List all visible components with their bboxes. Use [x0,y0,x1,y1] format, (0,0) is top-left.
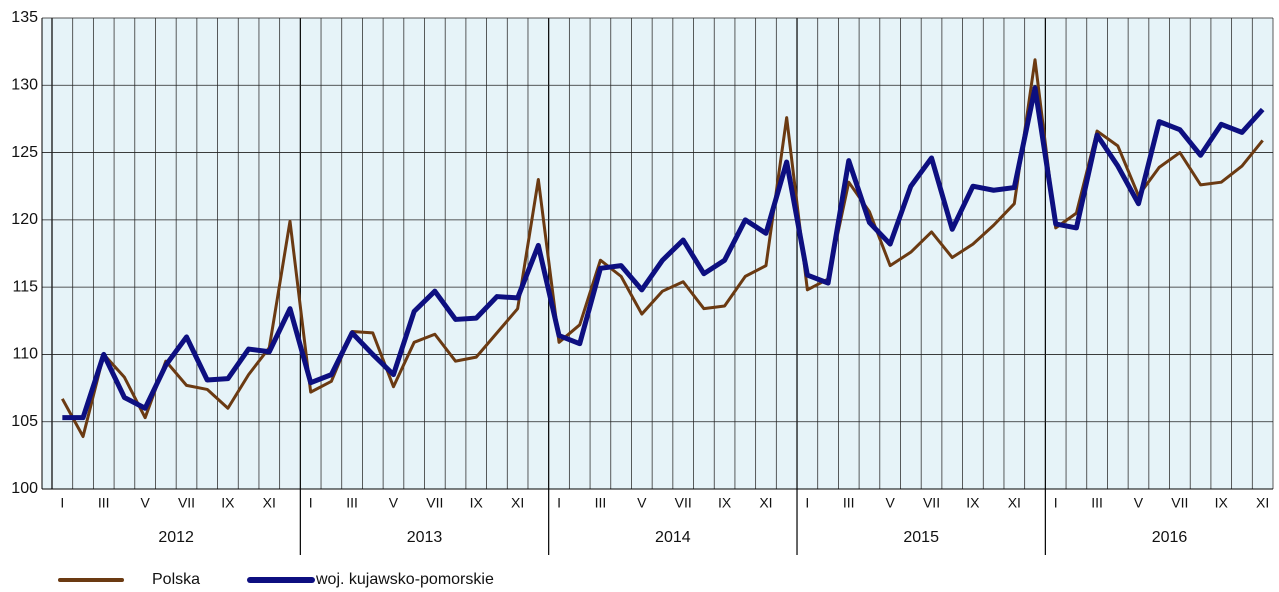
y-tick-label: 120 [11,211,38,228]
x-tick-label: I [557,495,561,511]
x-tick-label: XI [1256,495,1269,511]
x-tick-label: XI [759,495,772,511]
x-tick-label: III [595,495,607,511]
x-tick-label: III [1091,495,1103,511]
x-tick-label: XI [1008,495,1021,511]
y-tick-label: 100 [11,480,38,497]
x-tick-label: III [98,495,110,511]
x-tick-label: III [346,495,358,511]
x-tick-label: III [843,495,855,511]
x-tick-label: VII [426,495,443,511]
year-label: 2012 [158,529,194,546]
x-tick-label: V [637,495,647,511]
y-tick-label: 110 [12,346,38,363]
year-label: 2015 [903,529,939,546]
x-tick-label: IX [470,495,484,511]
x-tick-label: XI [511,495,524,511]
series-line [62,85,1265,421]
x-tick-label: I [1054,495,1058,511]
legend-label: Polska [152,571,200,588]
y-tick-label: 135 [11,9,38,26]
x-tick-label: V [389,495,399,511]
x-tick-label: V [140,495,150,511]
y-tick-label: 105 [11,413,38,430]
x-tick-label: VII [923,495,940,511]
x-tick-label: IX [221,495,235,511]
year-label: 2014 [655,529,691,546]
y-tick-label: 125 [11,144,38,161]
y-tick-label: 115 [12,278,38,295]
x-tick-label: IX [1215,495,1229,511]
year-label: 2016 [1152,529,1188,546]
x-tick-label: IX [718,495,732,511]
x-tick-label: V [1134,495,1144,511]
x-tick-label: V [885,495,895,511]
year-label: 2013 [407,529,443,546]
x-tick-label: IX [966,495,980,511]
x-tick-label: VII [178,495,195,511]
y-tick-label: 130 [11,77,38,94]
plot-area [42,18,1273,489]
x-tick-label: I [60,495,64,511]
x-tick-label: VII [675,495,692,511]
x-tick-label: XI [263,495,276,511]
legend-label: woj. kujawsko-pomorskie [315,571,494,588]
x-tick-label: I [805,495,809,511]
x-tick-label: I [309,495,313,511]
x-tick-label: VII [1171,495,1188,511]
